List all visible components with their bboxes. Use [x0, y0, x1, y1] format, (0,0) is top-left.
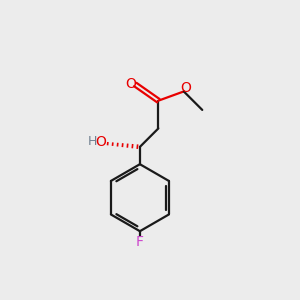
Text: F: F: [136, 235, 144, 249]
Text: O: O: [180, 81, 191, 95]
Text: H: H: [88, 135, 97, 148]
Text: O: O: [125, 77, 136, 91]
Text: O: O: [95, 135, 106, 149]
